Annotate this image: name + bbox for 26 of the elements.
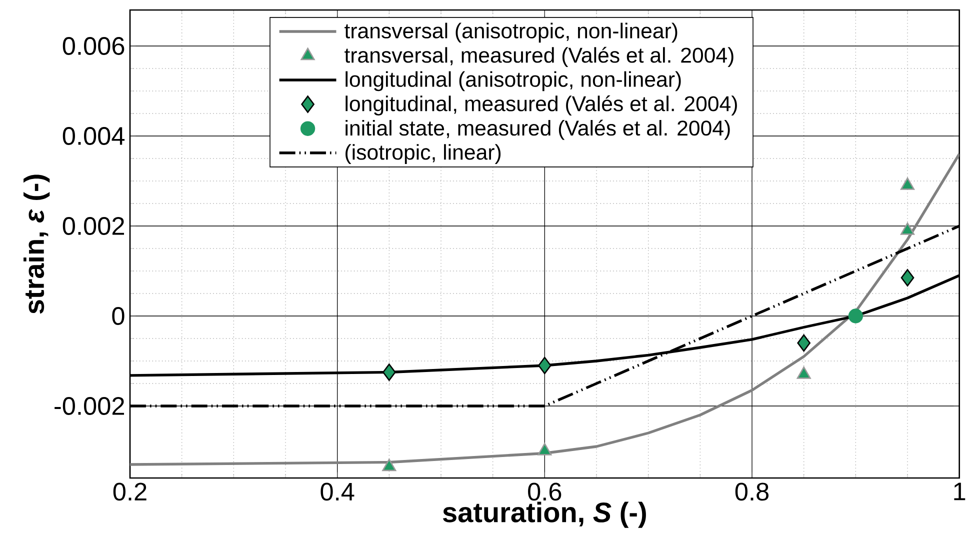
- legend-label: transversal, measured (Valés et al. 2004): [344, 46, 734, 68]
- legend-label: initial state, measured (Valés et al. 2004): [346, 120, 730, 140]
- y-tick-label: -0.002: [54, 397, 124, 415]
- legend-label: (isotropic, linear): [346, 144, 501, 164]
- x-tick-label: 0.2: [113, 482, 146, 501]
- legend-label: longitudinal (anisotropic, non-linear): [346, 71, 681, 92]
- x-tick-label: 0.6: [528, 482, 562, 501]
- y-tick-label: 0.002: [62, 217, 124, 235]
- point: [797, 334, 811, 352]
- y-tick-label: 0: [112, 307, 124, 325]
- point: [796, 366, 811, 379]
- x-tick-label: 1: [954, 482, 966, 500]
- y-tick-label: 0.006: [62, 37, 124, 55]
- point: [538, 442, 552, 456]
- legend-label: transversal (anisotropic, non-linear): [344, 22, 678, 43]
- legend-label: longitudinal, measured (Valés et al. 2004): [346, 95, 737, 116]
- y-axis-title: strain, ε (-): [24, 174, 50, 314]
- point: [382, 364, 396, 381]
- x-axis-title: saturation, S (-): [442, 502, 646, 528]
- x-tick-label: 0.8: [735, 482, 769, 501]
- y-tick-label: 0.004: [62, 127, 125, 145]
- point: [538, 356, 552, 374]
- point: [900, 269, 914, 286]
- point: [382, 458, 396, 472]
- x-tick-label: 0.4: [320, 482, 354, 501]
- point: [848, 308, 864, 324]
